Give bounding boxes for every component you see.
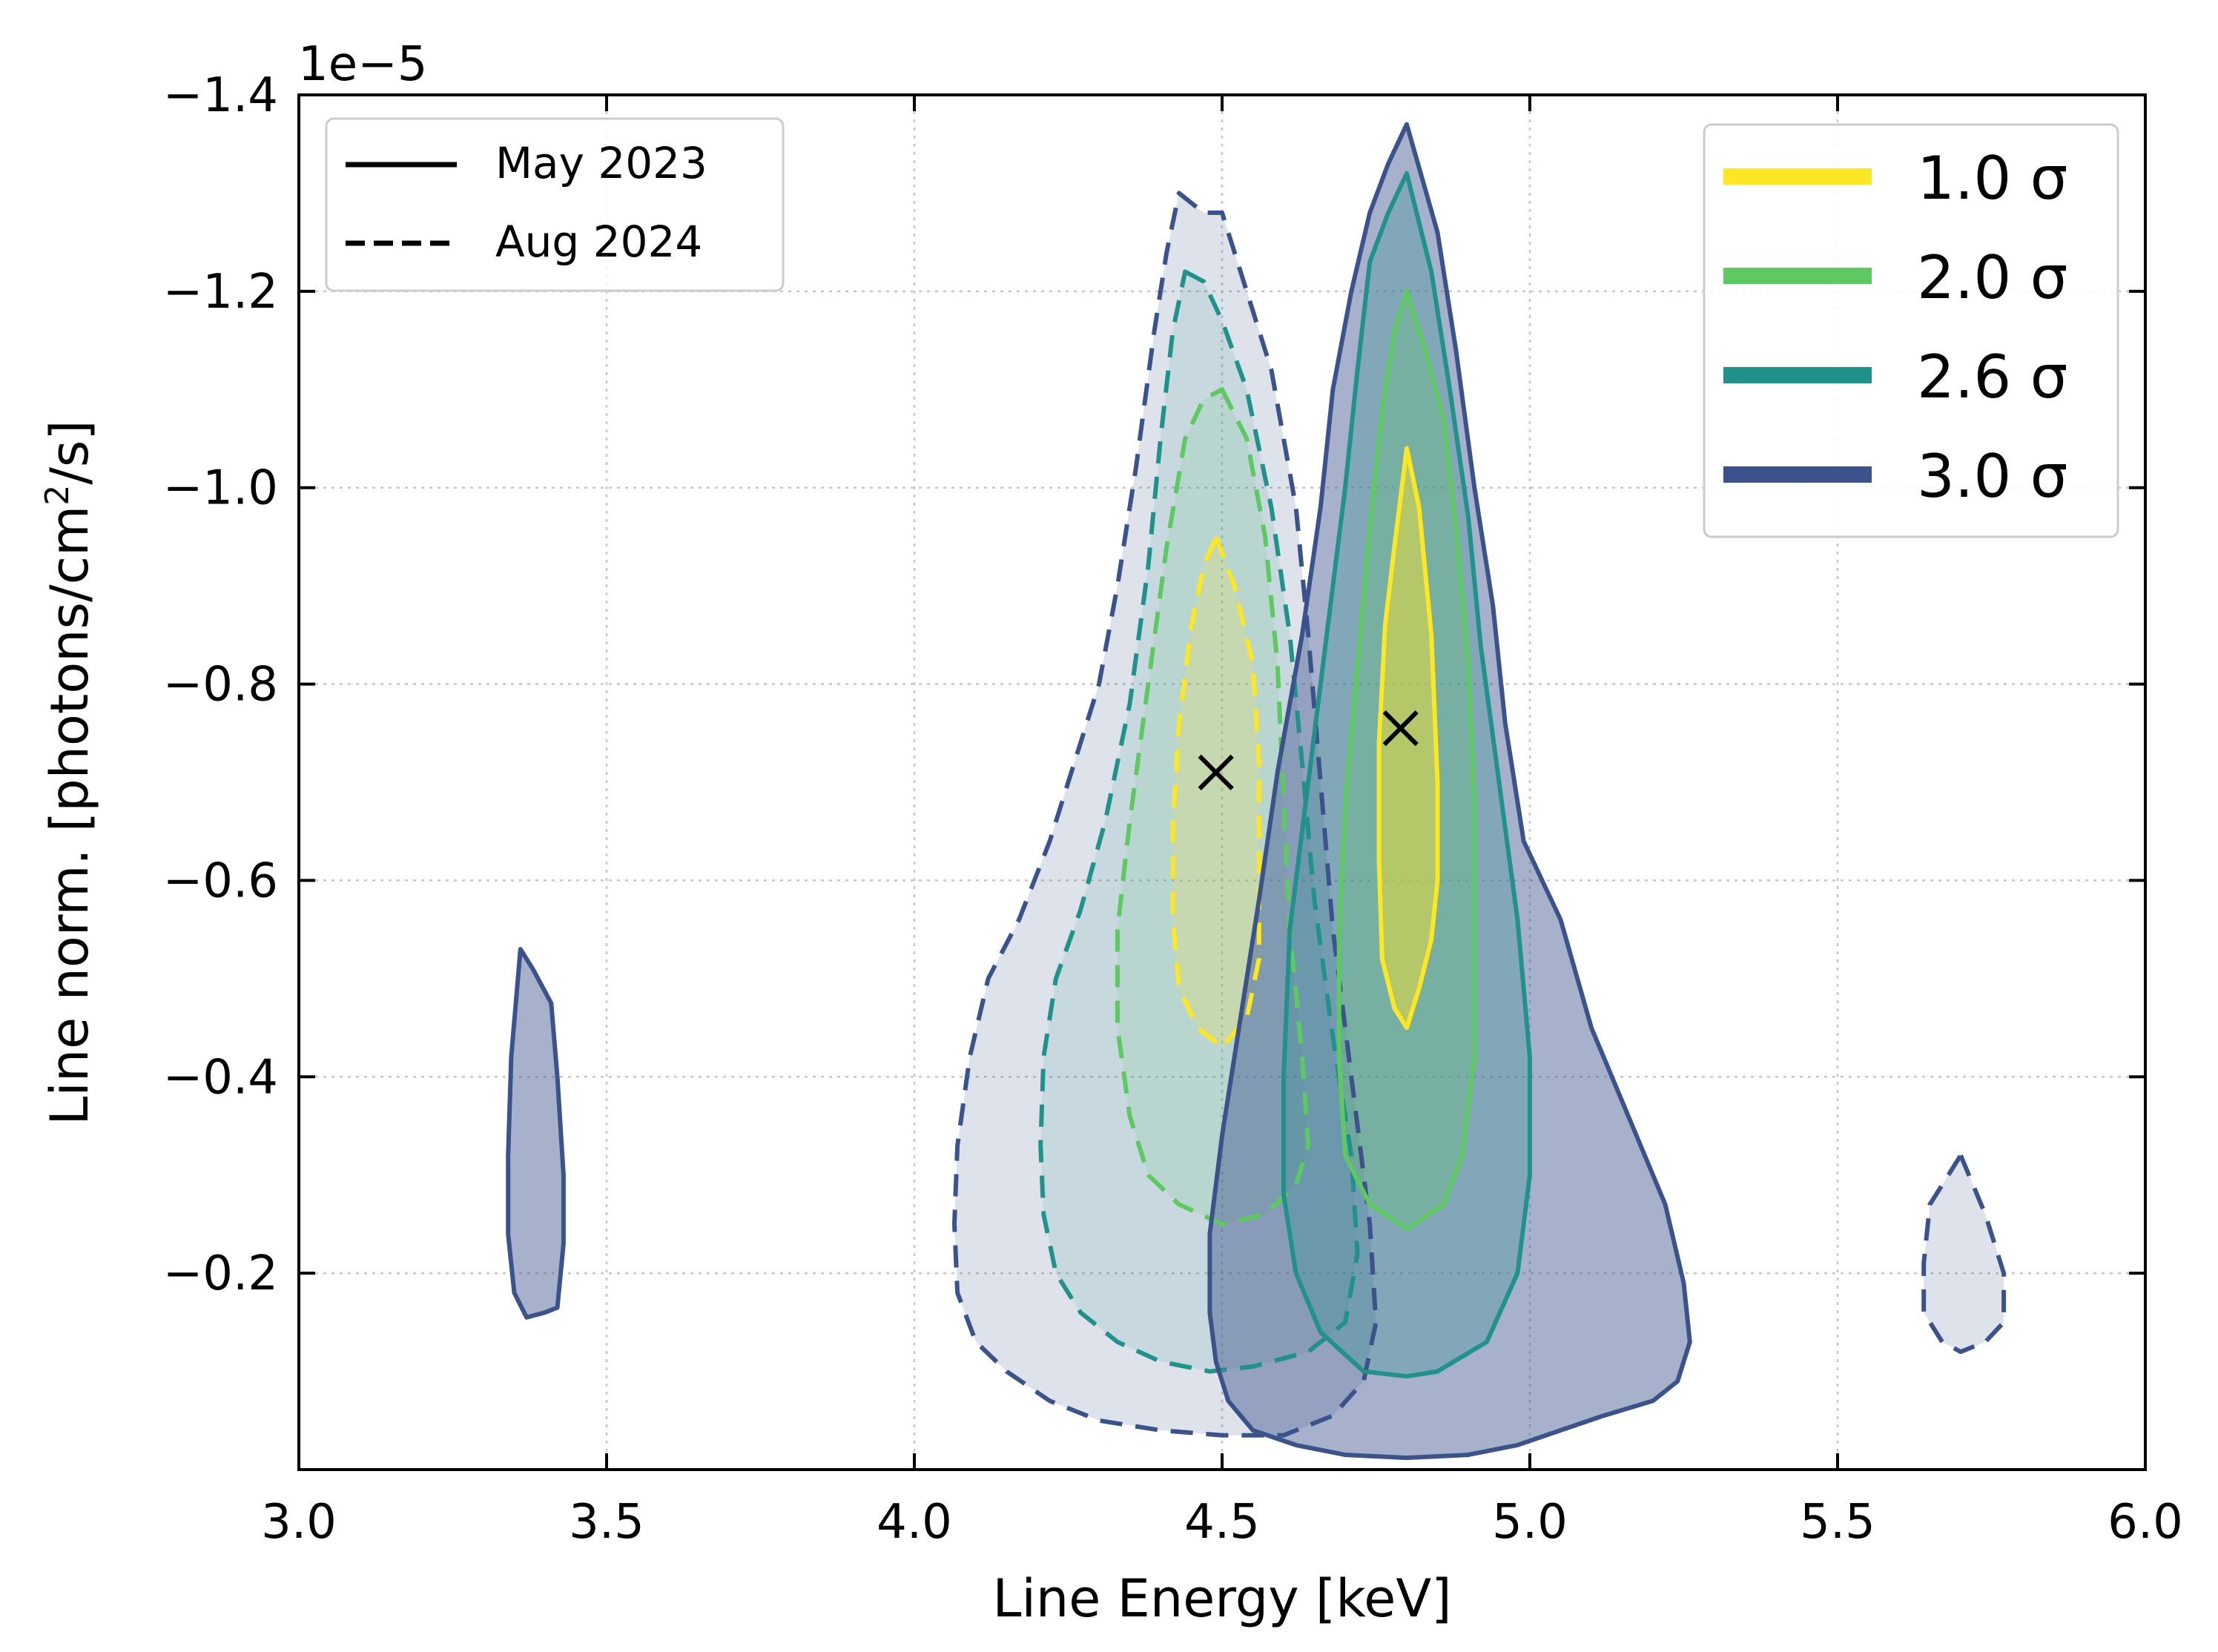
best-fit-marker <box>1198 754 1234 790</box>
contour-line-solid <box>1281 171 1532 1379</box>
x-tick-label: 4.5 <box>1184 1495 1260 1550</box>
contour-fill <box>508 949 564 1318</box>
best-fit-marker <box>1382 710 1419 747</box>
legend-epochs: May 2023 Aug 2024 <box>325 117 785 292</box>
x-tick-label: 5.0 <box>1492 1495 1568 1550</box>
contour-line-solid <box>1336 288 1477 1232</box>
contour-fill <box>1209 124 1690 1458</box>
contour-line-solid <box>1207 122 1692 1461</box>
contour-line-dashed <box>1038 269 1360 1374</box>
y-tick-label: −1.2 <box>163 265 278 320</box>
x-tick-label: 6.0 <box>2108 1495 2183 1550</box>
y-axis-title-end: /s] <box>39 420 100 484</box>
legend-levels: 1.0 σ 2.0 σ 2.6 σ 3.0 σ <box>1703 123 2119 538</box>
legend-level-label: 2.0 σ <box>1917 243 2067 312</box>
contour-line-dashed <box>1921 1153 2007 1355</box>
contour-line-dashed <box>1115 387 1311 1226</box>
contour-line-dashed <box>952 191 1379 1438</box>
x-axis-title: Line Energy [keV] <box>992 1568 1451 1629</box>
y-axis-title-main: Line norm. [photons/cm <box>39 506 100 1126</box>
legend-levels-box <box>1703 123 2119 538</box>
y-axis-offset-label: 1e−5 <box>298 37 427 92</box>
legend-epoch-label: Aug 2024 <box>495 217 702 267</box>
contour-line-dashed <box>1170 534 1261 1050</box>
legend-epoch-label: May 2023 <box>495 138 707 188</box>
x-tick-label: 3.5 <box>569 1495 644 1550</box>
contour-fill <box>1284 173 1530 1377</box>
contour-fill <box>1040 271 1358 1372</box>
legend-level-label: 3.0 σ <box>1917 442 2067 511</box>
y-tick-label: −0.2 <box>163 1246 278 1301</box>
legend-level-label: 1.0 σ <box>1917 144 2067 213</box>
y-axis-title: Line norm. [photons/cm2/s] <box>39 420 100 1125</box>
contour-fill <box>1172 536 1259 1048</box>
axis-ticks: 3.0 3.5 4.0 4.5 5.0 5.5 6.0 −1.4 −1.2 −1.0 −0.8 −0.… <box>163 68 2183 1550</box>
y-tick-label: −0.8 <box>163 658 278 713</box>
contour-fill <box>1117 389 1309 1224</box>
legend-epochs-box <box>325 117 785 292</box>
x-tick-label: 5.5 <box>1800 1495 1875 1550</box>
contour-line-solid <box>1376 446 1440 1031</box>
contour-line-solid <box>506 947 566 1320</box>
x-tick-label: 4.0 <box>877 1495 952 1550</box>
contour-fill <box>1339 291 1475 1229</box>
contour-fill <box>1924 1155 2004 1352</box>
y-tick-label: −1.4 <box>163 68 278 123</box>
legend-level-label: 2.6 σ <box>1917 343 2067 412</box>
x-tick-label: 3.0 <box>261 1495 337 1550</box>
y-tick-label: −0.6 <box>163 853 278 908</box>
y-tick-label: −1.0 <box>163 461 278 516</box>
y-tick-label: −0.4 <box>163 1050 278 1105</box>
y-axis-title-superscript: 2 <box>39 485 76 506</box>
best-fit-markers <box>1198 710 1419 790</box>
